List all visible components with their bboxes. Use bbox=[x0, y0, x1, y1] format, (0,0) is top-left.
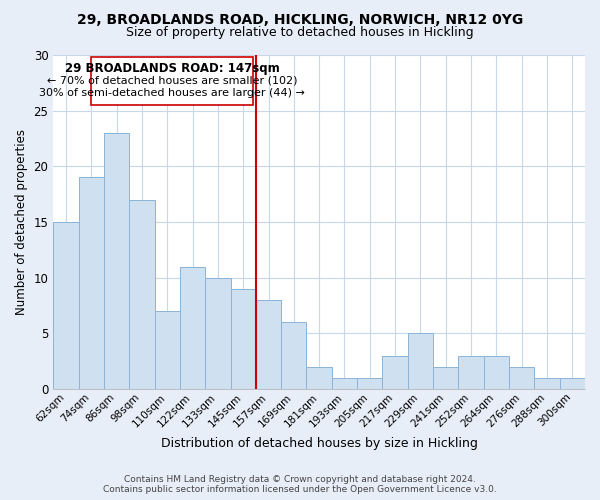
Bar bbox=[458, 356, 484, 389]
Bar bbox=[357, 378, 382, 389]
Text: Size of property relative to detached houses in Hickling: Size of property relative to detached ho… bbox=[126, 26, 474, 39]
Text: ← 70% of detached houses are smaller (102): ← 70% of detached houses are smaller (10… bbox=[47, 75, 298, 85]
Y-axis label: Number of detached properties: Number of detached properties bbox=[15, 129, 28, 315]
FancyBboxPatch shape bbox=[91, 57, 253, 105]
Bar bbox=[79, 178, 104, 389]
Bar bbox=[205, 278, 230, 389]
Bar bbox=[180, 266, 205, 389]
Bar bbox=[433, 367, 458, 389]
Bar bbox=[129, 200, 155, 389]
Text: Contains HM Land Registry data © Crown copyright and database right 2024.: Contains HM Land Registry data © Crown c… bbox=[124, 475, 476, 484]
Text: 29, BROADLANDS ROAD, HICKLING, NORWICH, NR12 0YG: 29, BROADLANDS ROAD, HICKLING, NORWICH, … bbox=[77, 12, 523, 26]
Text: Contains public sector information licensed under the Open Government Licence v3: Contains public sector information licen… bbox=[103, 485, 497, 494]
Bar bbox=[307, 367, 332, 389]
Bar bbox=[408, 334, 433, 389]
Bar bbox=[53, 222, 79, 389]
Bar bbox=[332, 378, 357, 389]
Text: 29 BROADLANDS ROAD: 147sqm: 29 BROADLANDS ROAD: 147sqm bbox=[65, 62, 280, 74]
Bar bbox=[155, 311, 180, 389]
Text: 30% of semi-detached houses are larger (44) →: 30% of semi-detached houses are larger (… bbox=[40, 88, 305, 99]
Bar bbox=[509, 367, 535, 389]
X-axis label: Distribution of detached houses by size in Hickling: Distribution of detached houses by size … bbox=[161, 437, 478, 450]
Bar bbox=[382, 356, 408, 389]
Bar bbox=[256, 300, 281, 389]
Bar bbox=[484, 356, 509, 389]
Bar bbox=[560, 378, 585, 389]
Bar bbox=[230, 289, 256, 389]
Bar bbox=[104, 133, 129, 389]
Bar bbox=[281, 322, 307, 389]
Bar bbox=[535, 378, 560, 389]
